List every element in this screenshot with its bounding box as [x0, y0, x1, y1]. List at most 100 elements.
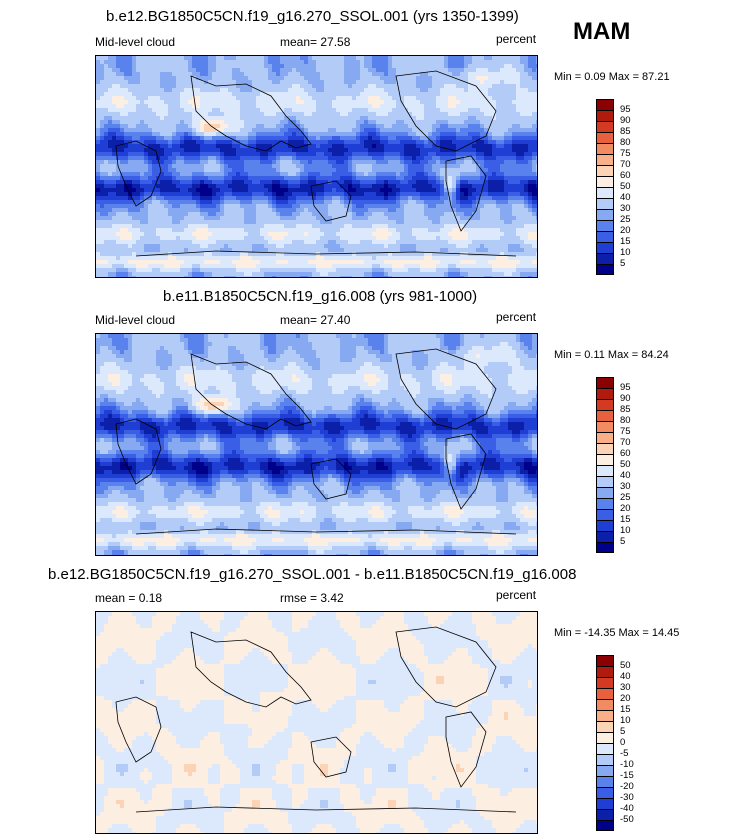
field-cell [256, 68, 261, 73]
field-cell [416, 128, 421, 133]
field-cell [444, 228, 449, 233]
field-cell [344, 204, 349, 209]
field-cell [248, 148, 253, 153]
field-cell [136, 76, 141, 81]
field-cell [280, 92, 285, 97]
field-cell [404, 100, 409, 105]
field-cell [148, 232, 153, 237]
field-cell [368, 56, 373, 61]
field-cell [480, 184, 485, 189]
field-cell [480, 112, 485, 117]
field-cell [432, 88, 437, 93]
field-cell [292, 164, 297, 169]
field-cell [168, 140, 173, 145]
field-cell [168, 124, 173, 129]
field-cell [292, 76, 297, 81]
field-cell [256, 224, 261, 229]
field-cell [488, 164, 493, 169]
field-cell [136, 104, 141, 109]
field-cell [168, 88, 173, 93]
field-cell [368, 88, 373, 93]
field-cell [420, 96, 425, 101]
field-cell [520, 220, 525, 225]
field-cell [168, 128, 173, 133]
field-cell [428, 160, 433, 165]
field-cell [348, 168, 353, 173]
field-cell [504, 196, 509, 201]
field-cell [372, 156, 377, 161]
field-cell [280, 60, 285, 65]
field-cell [188, 216, 193, 221]
field-cell [352, 108, 357, 113]
field-cell [292, 56, 297, 61]
field-cell [416, 144, 421, 149]
field-cell [108, 152, 113, 157]
field-cell [336, 176, 341, 181]
field-cell [472, 176, 477, 181]
field-cell [336, 200, 341, 205]
field-cell [220, 132, 225, 137]
field-cell [436, 92, 441, 97]
field-cell [420, 128, 425, 133]
field-cell [172, 160, 177, 165]
field-cell [300, 140, 305, 145]
field-cell [116, 132, 121, 137]
field-cell [264, 152, 269, 157]
field-cell [492, 112, 497, 117]
field-cell [468, 124, 473, 129]
field-cell [408, 196, 413, 201]
field-cell [320, 144, 325, 149]
field-cell [480, 60, 485, 65]
field-cell [412, 108, 417, 113]
field-cell [356, 172, 361, 177]
field-cell [208, 212, 213, 217]
field-cell [244, 208, 249, 213]
field-cell [324, 112, 329, 117]
field-cell [460, 220, 465, 225]
field-cell [368, 104, 373, 109]
field-cell [308, 196, 313, 201]
field-cell [336, 72, 341, 77]
field-cell [400, 212, 405, 217]
field-cell [384, 120, 389, 125]
field-cell [124, 100, 129, 105]
field-cell [284, 88, 289, 93]
field-cell [244, 184, 249, 189]
field-cell [360, 60, 365, 65]
field-cell [116, 108, 121, 113]
field-cell [288, 192, 293, 197]
field-cell [144, 76, 149, 81]
field-cell [524, 116, 529, 121]
field-cell [136, 224, 141, 229]
field-cell [448, 116, 453, 121]
field-cell [300, 196, 305, 201]
field-cell [128, 124, 133, 129]
field-cell [232, 224, 237, 229]
field-cell [520, 208, 525, 213]
field-cell [308, 104, 313, 109]
field-cell [200, 184, 205, 189]
field-cell [252, 200, 257, 205]
field-cell [468, 100, 473, 105]
field-cell [156, 232, 161, 237]
field-cell [252, 208, 257, 213]
field-cell [156, 84, 161, 89]
field-cell [152, 80, 157, 85]
field-cell [120, 232, 125, 237]
field-cell [208, 56, 213, 61]
field-cell [336, 104, 341, 109]
field-cell [284, 60, 289, 65]
field-cell [420, 208, 425, 213]
field-cell [356, 200, 361, 205]
field-cell [228, 132, 233, 137]
field-cell [428, 112, 433, 117]
field-cell [476, 180, 481, 185]
field-cell [128, 116, 133, 121]
field-cell [276, 128, 281, 133]
field-cell [320, 132, 325, 137]
field-cell [104, 220, 109, 225]
field-cell [380, 152, 385, 157]
field-cell [496, 172, 501, 177]
field-cell [360, 80, 365, 85]
field-cell [416, 176, 421, 181]
